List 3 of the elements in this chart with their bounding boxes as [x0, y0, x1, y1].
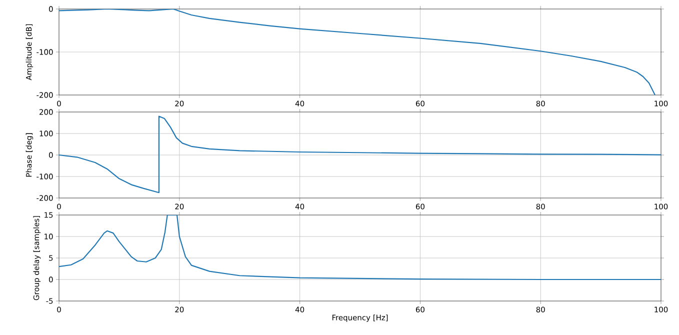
line-series — [59, 116, 662, 194]
line-series — [59, 9, 656, 95]
line-series — [59, 215, 662, 280]
